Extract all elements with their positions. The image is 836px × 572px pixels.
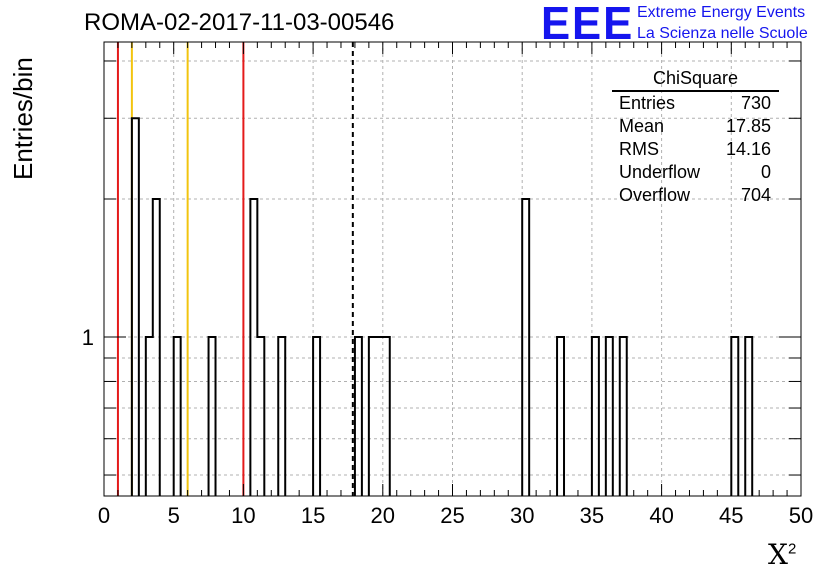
x-tick-label: 15: [301, 503, 325, 528]
x-tick-label: 50: [789, 503, 813, 528]
histogram: [130, 117, 754, 496]
stats-label: Overflow: [619, 185, 691, 205]
histogram-bin: [209, 337, 216, 496]
histogram-bin: [557, 337, 564, 496]
stats-row: Entries 730: [612, 92, 779, 115]
histogram-bin: [153, 199, 160, 496]
histogram-bin: [257, 337, 264, 496]
stats-row: Mean 17.85: [612, 115, 779, 138]
stats-value: 730: [740, 93, 771, 113]
stats-label: Underflow: [619, 162, 701, 182]
histogram-bin: [606, 337, 613, 496]
histogram-bin: [132, 118, 139, 496]
y-axis-label: Entries/bin: [8, 57, 38, 180]
histogram-bin: [383, 337, 390, 496]
x-tick-label: 45: [719, 503, 743, 528]
x-axis-label-main: X: [768, 538, 788, 571]
histogram-bin: [522, 199, 529, 496]
histogram-bin: [174, 337, 181, 496]
stats-value: 704: [740, 185, 771, 205]
histogram-bin: [278, 337, 285, 496]
histogram-bin: [250, 199, 257, 496]
histogram-step-line: [130, 117, 754, 496]
histogram-bin: [313, 337, 320, 496]
stats-label: RMS: [619, 139, 659, 159]
x-tick-label: 40: [649, 503, 673, 528]
stats-value: 0: [760, 162, 771, 182]
x-tick-label: 10: [231, 503, 255, 528]
histogram-bin: [731, 337, 738, 496]
stats-title: ChiSquare: [612, 67, 779, 92]
histogram-bin: [369, 337, 376, 496]
x-axis-label: X2: [768, 538, 796, 571]
histogram-bin: [376, 337, 383, 496]
x-tick-label: 20: [371, 503, 395, 528]
y-tick-label: 1: [82, 325, 94, 350]
x-tick-label: 0: [98, 503, 110, 528]
stats-row: RMS 14.16: [612, 138, 779, 161]
eee-logo: EEE: [541, 0, 635, 49]
stats-value: 17.85: [725, 116, 771, 136]
x-axis-label-sup: 2: [787, 540, 797, 558]
chart-title: ROMA-02-2017-11-03-00546: [84, 9, 395, 36]
stats-row: Overflow 704: [612, 184, 779, 207]
histogram-bin: [592, 337, 599, 496]
x-tick-label: 35: [580, 503, 604, 528]
stats-box: ChiSquare Entries 730 Mean 17.85 RMS 14.16 Und…: [612, 67, 779, 207]
x-tick-label: 25: [440, 503, 464, 528]
histogram-bin: [146, 337, 153, 496]
logo-line-2: La Scienza nelle Scuole: [637, 25, 808, 42]
histogram-bin: [745, 337, 752, 496]
x-tick-label: 5: [168, 503, 180, 528]
stats-label: Entries: [619, 93, 676, 113]
logo-line-1: Extreme Energy Events: [637, 4, 806, 21]
stats-row: Underflow 0: [612, 161, 779, 184]
stats-value: 14.16: [725, 139, 771, 159]
axes: 0 5 10 15 20 25 30 35 40 45 50 1: [82, 41, 813, 528]
histogram-bin: [620, 337, 627, 496]
stats-rows: Entries 730 Mean 17.85 RMS 14.16 Underflow 0 Ove…: [612, 92, 779, 207]
histogram-bin: [355, 337, 362, 496]
x-tick-label: 30: [510, 503, 534, 528]
stats-label: Mean: [619, 116, 665, 136]
